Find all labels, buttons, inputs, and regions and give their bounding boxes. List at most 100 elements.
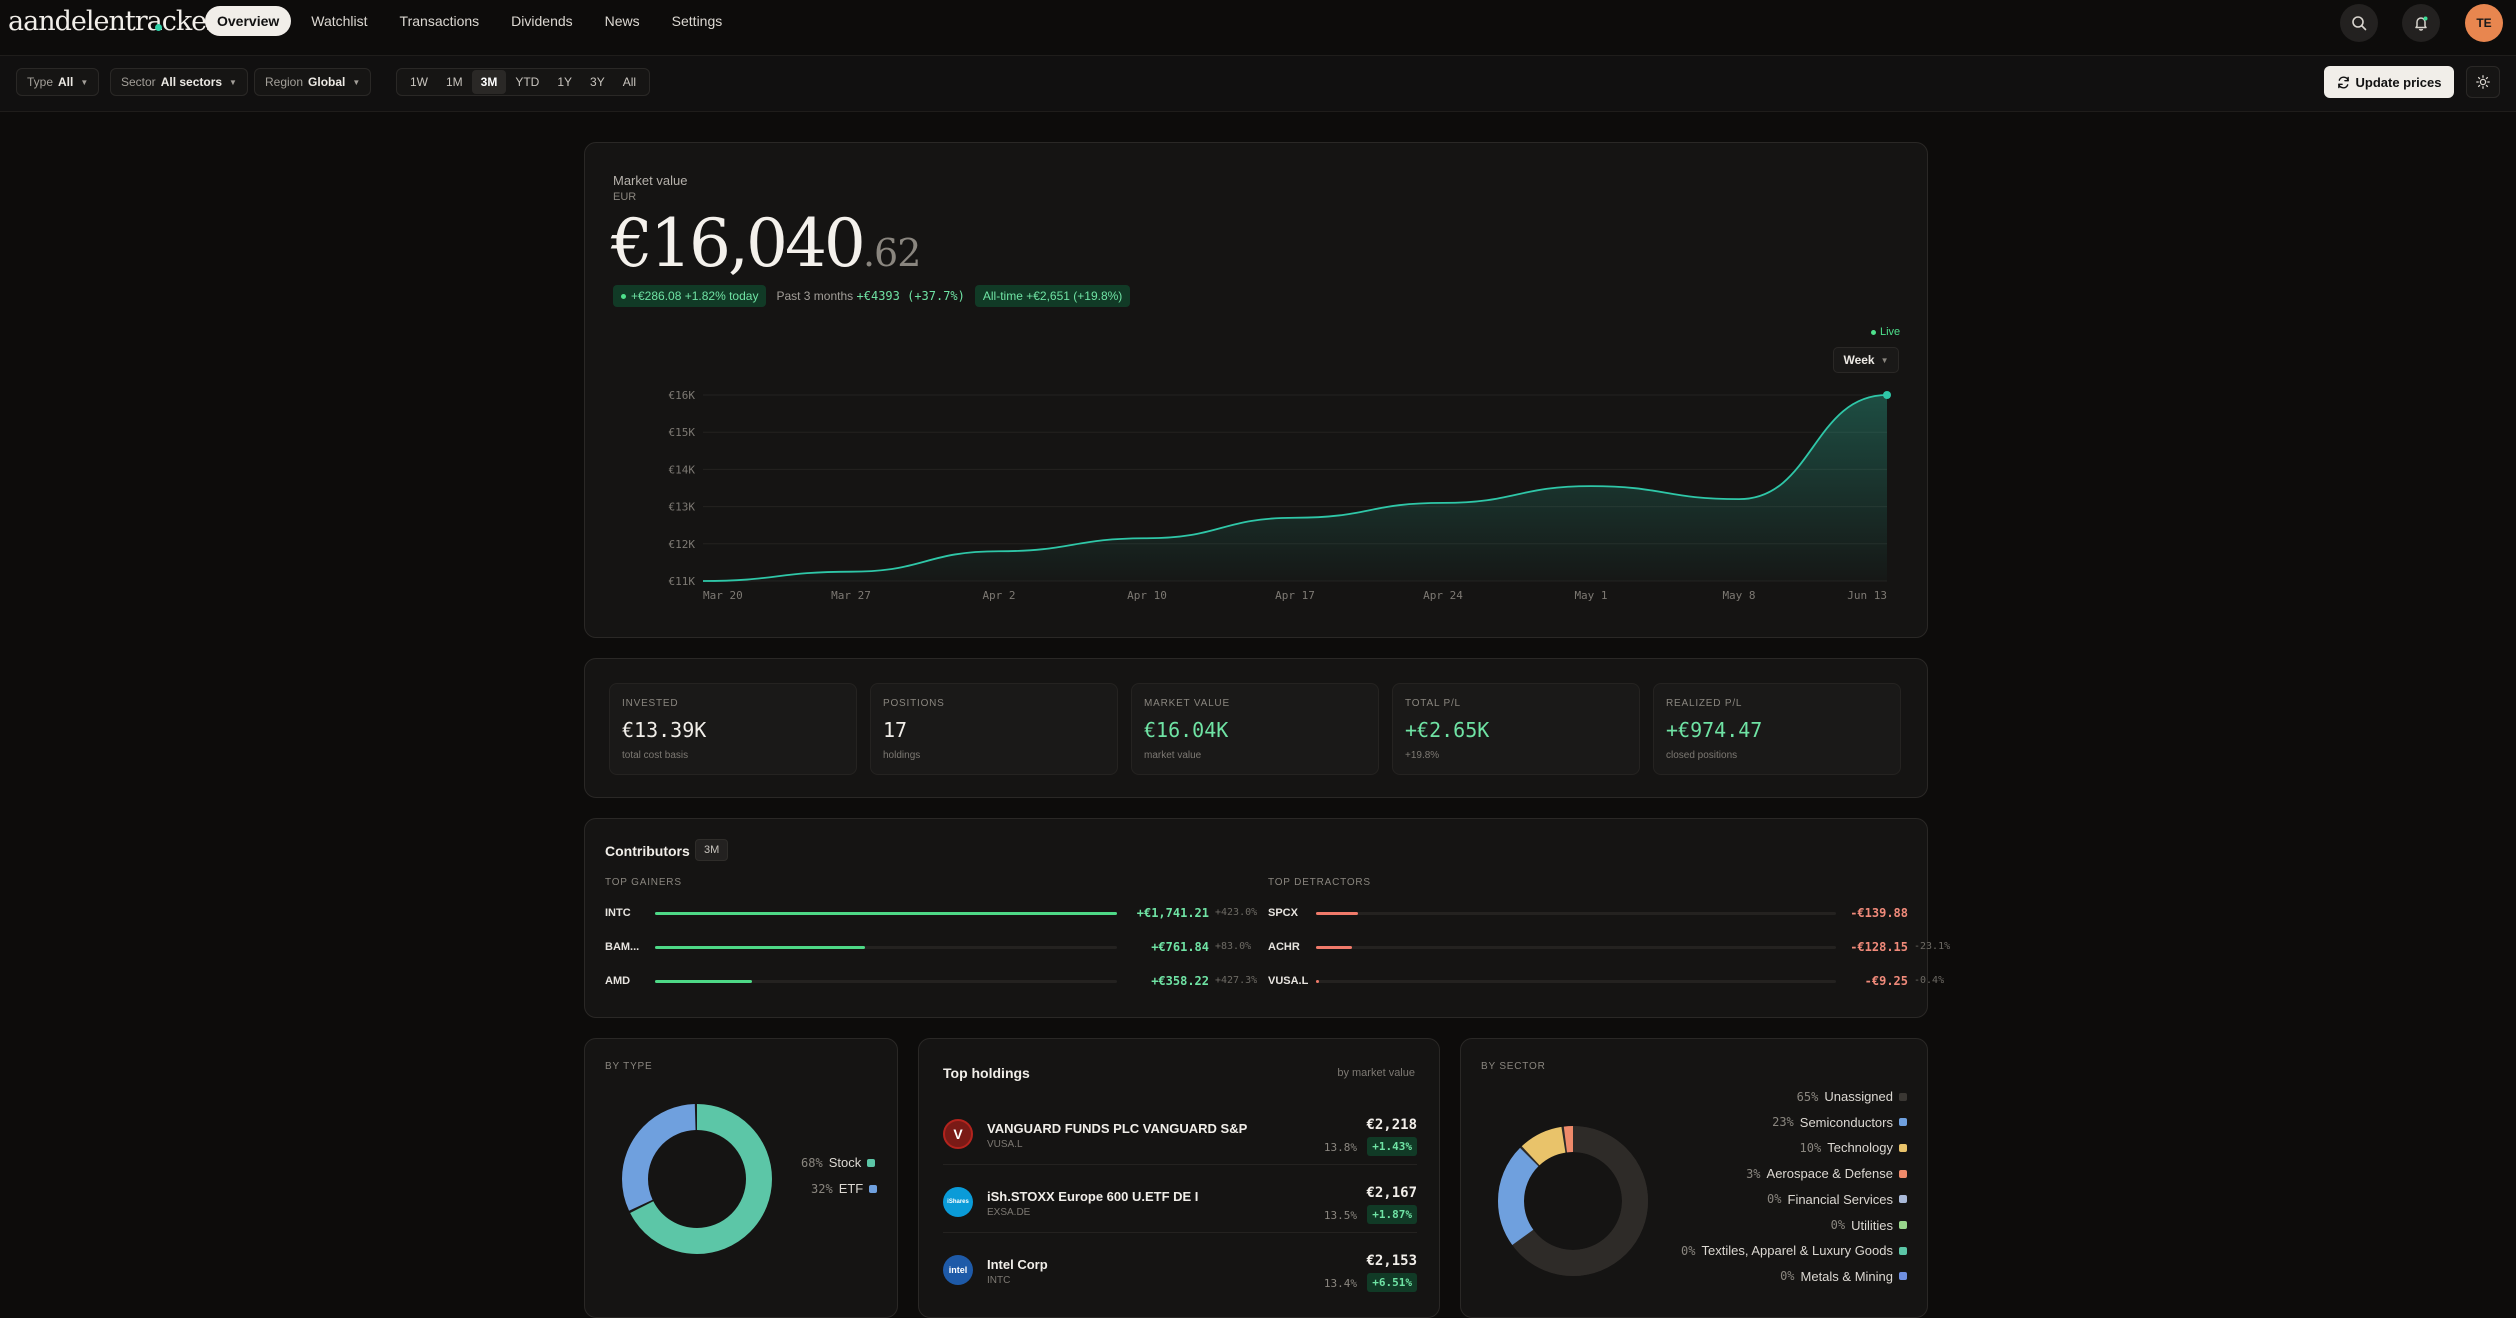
stat-market-value: MARKET VALUE €16.04K market value	[1131, 683, 1379, 775]
range-3y[interactable]: 3Y	[590, 75, 605, 89]
legend-swatch	[1899, 1246, 1907, 1255]
sector-legend-item[interactable]: 0% Utilities	[1831, 1218, 1907, 1233]
region-filter[interactable]: Region Global ▼	[254, 68, 372, 96]
chart-last-point[interactable]	[1883, 391, 1891, 399]
search-button[interactable]	[2340, 4, 2378, 42]
y-tick-label: €14K	[669, 463, 696, 476]
holding-name: VANGUARD FUNDS PLC VANGUARD S&P	[987, 1121, 1248, 1136]
nav-settings[interactable]: Settings	[671, 13, 723, 29]
contributor-ticker: ACHR	[1268, 941, 1300, 953]
range-1y[interactable]: 1Y	[557, 75, 573, 89]
market-value-title: Market value	[613, 173, 688, 188]
legend-name: Financial Services	[1787, 1191, 1894, 1207]
contributor-ticker: VUSA.L	[1268, 975, 1309, 987]
x-tick-label: Mar 20	[703, 589, 743, 602]
nav-overview[interactable]: Overview	[205, 6, 292, 36]
by-type-card: BY TYPE 68% Stock 32% ETF	[584, 1038, 898, 1318]
stat-invested: INVESTED €13.39K total cost basis	[609, 683, 857, 775]
top-gainers-heading: TOP GAINERS	[605, 877, 682, 888]
sector-legend-item[interactable]: 0% Textiles, Apparel & Luxury Goods	[1681, 1243, 1907, 1258]
range-1m[interactable]: 1M	[446, 75, 463, 89]
top-holdings-title: Top holdings	[943, 1065, 1030, 1081]
granularity-select[interactable]: Week ▼	[1833, 347, 1899, 373]
x-tick-label: May 8	[1722, 589, 1755, 602]
contributor-row[interactable]: BAM... +€761.84 +83.0%	[605, 937, 1265, 957]
contributor-track	[655, 946, 1117, 949]
nav-news[interactable]: News	[604, 13, 640, 29]
range-3m[interactable]: 3M	[471, 70, 507, 94]
donut-slice[interactable]	[622, 1104, 772, 1254]
today-change-badge: +€286.08 +1.82% today	[613, 285, 767, 307]
donut-slice[interactable]	[1498, 1126, 1648, 1276]
notifications-button[interactable]	[2402, 4, 2440, 42]
sector-legend-item[interactable]: 0% Financial Services	[1767, 1192, 1907, 1207]
contributor-row[interactable]: ACHR -€128.15 -23.1%	[1268, 937, 1950, 957]
contributor-bar	[1316, 912, 1358, 915]
sector-legend-item[interactable]: 65% Unassigned	[1797, 1089, 1907, 1104]
contributor-row[interactable]: SPCX -€139.88	[1268, 903, 1928, 923]
stat-value: +€2.65K	[1405, 718, 1490, 742]
sector-legend-item[interactable]: 23% Semiconductors	[1772, 1115, 1907, 1130]
holding-value: €2,218	[1366, 1117, 1417, 1133]
range-selector: 1W 1M 3M YTD 1Y 3Y All	[396, 68, 651, 96]
live-dot	[1871, 329, 1876, 335]
update-prices-button[interactable]: Update prices	[2324, 66, 2454, 98]
by-sector-donut-chart	[1498, 1126, 1648, 1276]
region-filter-value: Global	[308, 75, 346, 89]
legend-swatch	[1899, 1092, 1907, 1101]
legend-stock: 68% Stock	[801, 1155, 876, 1170]
theme-toggle[interactable]	[2466, 66, 2500, 98]
y-tick-label: €11K	[669, 575, 696, 588]
stat-sub: closed positions	[1666, 750, 1738, 761]
stat-positions: POSITIONS 17 holdings	[870, 683, 1118, 775]
sector-filter[interactable]: Sector All sectors ▼	[110, 68, 248, 96]
sector-legend-item[interactable]: 3% Aerospace & Defense	[1746, 1166, 1907, 1181]
by-type-label: BY TYPE	[605, 1061, 653, 1072]
contributor-track	[1316, 946, 1836, 949]
contributor-amount: +€358.22	[1151, 974, 1209, 988]
contributor-amount: -€128.15	[1850, 940, 1908, 954]
type-filter[interactable]: Type All ▼	[16, 68, 100, 96]
holding-value: €2,167	[1366, 1185, 1417, 1201]
app-logo[interactable]: aandelentracker	[8, 6, 219, 37]
legend-swatch	[1899, 1221, 1907, 1229]
nav-transactions[interactable]: Transactions	[399, 13, 480, 29]
legend-name: Stock	[828, 1155, 862, 1170]
range-ytd[interactable]: YTD	[515, 75, 540, 89]
nav-dividends[interactable]: Dividends	[511, 13, 573, 29]
x-tick-label: Apr 10	[1127, 589, 1167, 602]
contributor-row[interactable]: VUSA.L -€9.25 -0.4%	[1268, 971, 1944, 991]
donut-slice[interactable]	[1498, 1126, 1648, 1276]
x-tick-label: Jun 13	[1847, 589, 1887, 602]
legend-pct: 0%	[1767, 1192, 1782, 1207]
sector-legend-item[interactable]: 10% Technology	[1800, 1140, 1907, 1155]
y-tick-label: €16K	[669, 389, 696, 402]
holding-row[interactable]: V VANGUARD FUNDS PLC VANGUARD S&P VUSA.L…	[943, 1105, 1417, 1165]
nav-watchlist[interactable]: Watchlist	[311, 13, 368, 29]
range-1w[interactable]: 1W	[410, 75, 428, 89]
stat-label: REALIZED P/L	[1666, 698, 1743, 709]
sector-legend-item[interactable]: 0% Metals & Mining	[1780, 1269, 1907, 1284]
holding-row[interactable]: iShares iSh.STOXX Europe 600 U.ETF DE I …	[943, 1173, 1417, 1233]
holding-weight: 13.5%	[1323, 1209, 1357, 1222]
contributor-row[interactable]: AMD +€358.22 +427.3%	[605, 971, 1265, 991]
legend-swatch	[1899, 1195, 1907, 1204]
holding-ticker: INTC	[987, 1275, 1011, 1286]
user-avatar[interactable]: TE	[2465, 4, 2503, 42]
top-holdings-card: Top holdings by market value V VANGUARD …	[918, 1038, 1440, 1318]
today-change: +€286.08 +1.82% today	[631, 289, 759, 303]
legend-pct: 0%	[1681, 1243, 1696, 1258]
chevron-down-icon: ▼	[1880, 355, 1889, 365]
sun-icon	[2476, 75, 2490, 89]
holding-row[interactable]: intel Intel Corp INTC €2,153 13.4% +6.51…	[943, 1241, 1417, 1301]
contributor-row[interactable]: INTC +€1,741.21 +423.0%	[605, 903, 1265, 923]
holding-weight: 13.4%	[1323, 1277, 1357, 1290]
contributor-track	[655, 980, 1117, 983]
legend-name: Textiles, Apparel & Luxury Goods	[1701, 1243, 1894, 1259]
range-all[interactable]: All	[622, 75, 637, 89]
y-tick-label: €13K	[669, 501, 696, 514]
legend-pct: 3%	[1746, 1166, 1761, 1181]
legend-name: Semiconductors	[1799, 1114, 1893, 1130]
stat-label: POSITIONS	[883, 698, 945, 709]
donut-slice[interactable]	[622, 1104, 772, 1254]
